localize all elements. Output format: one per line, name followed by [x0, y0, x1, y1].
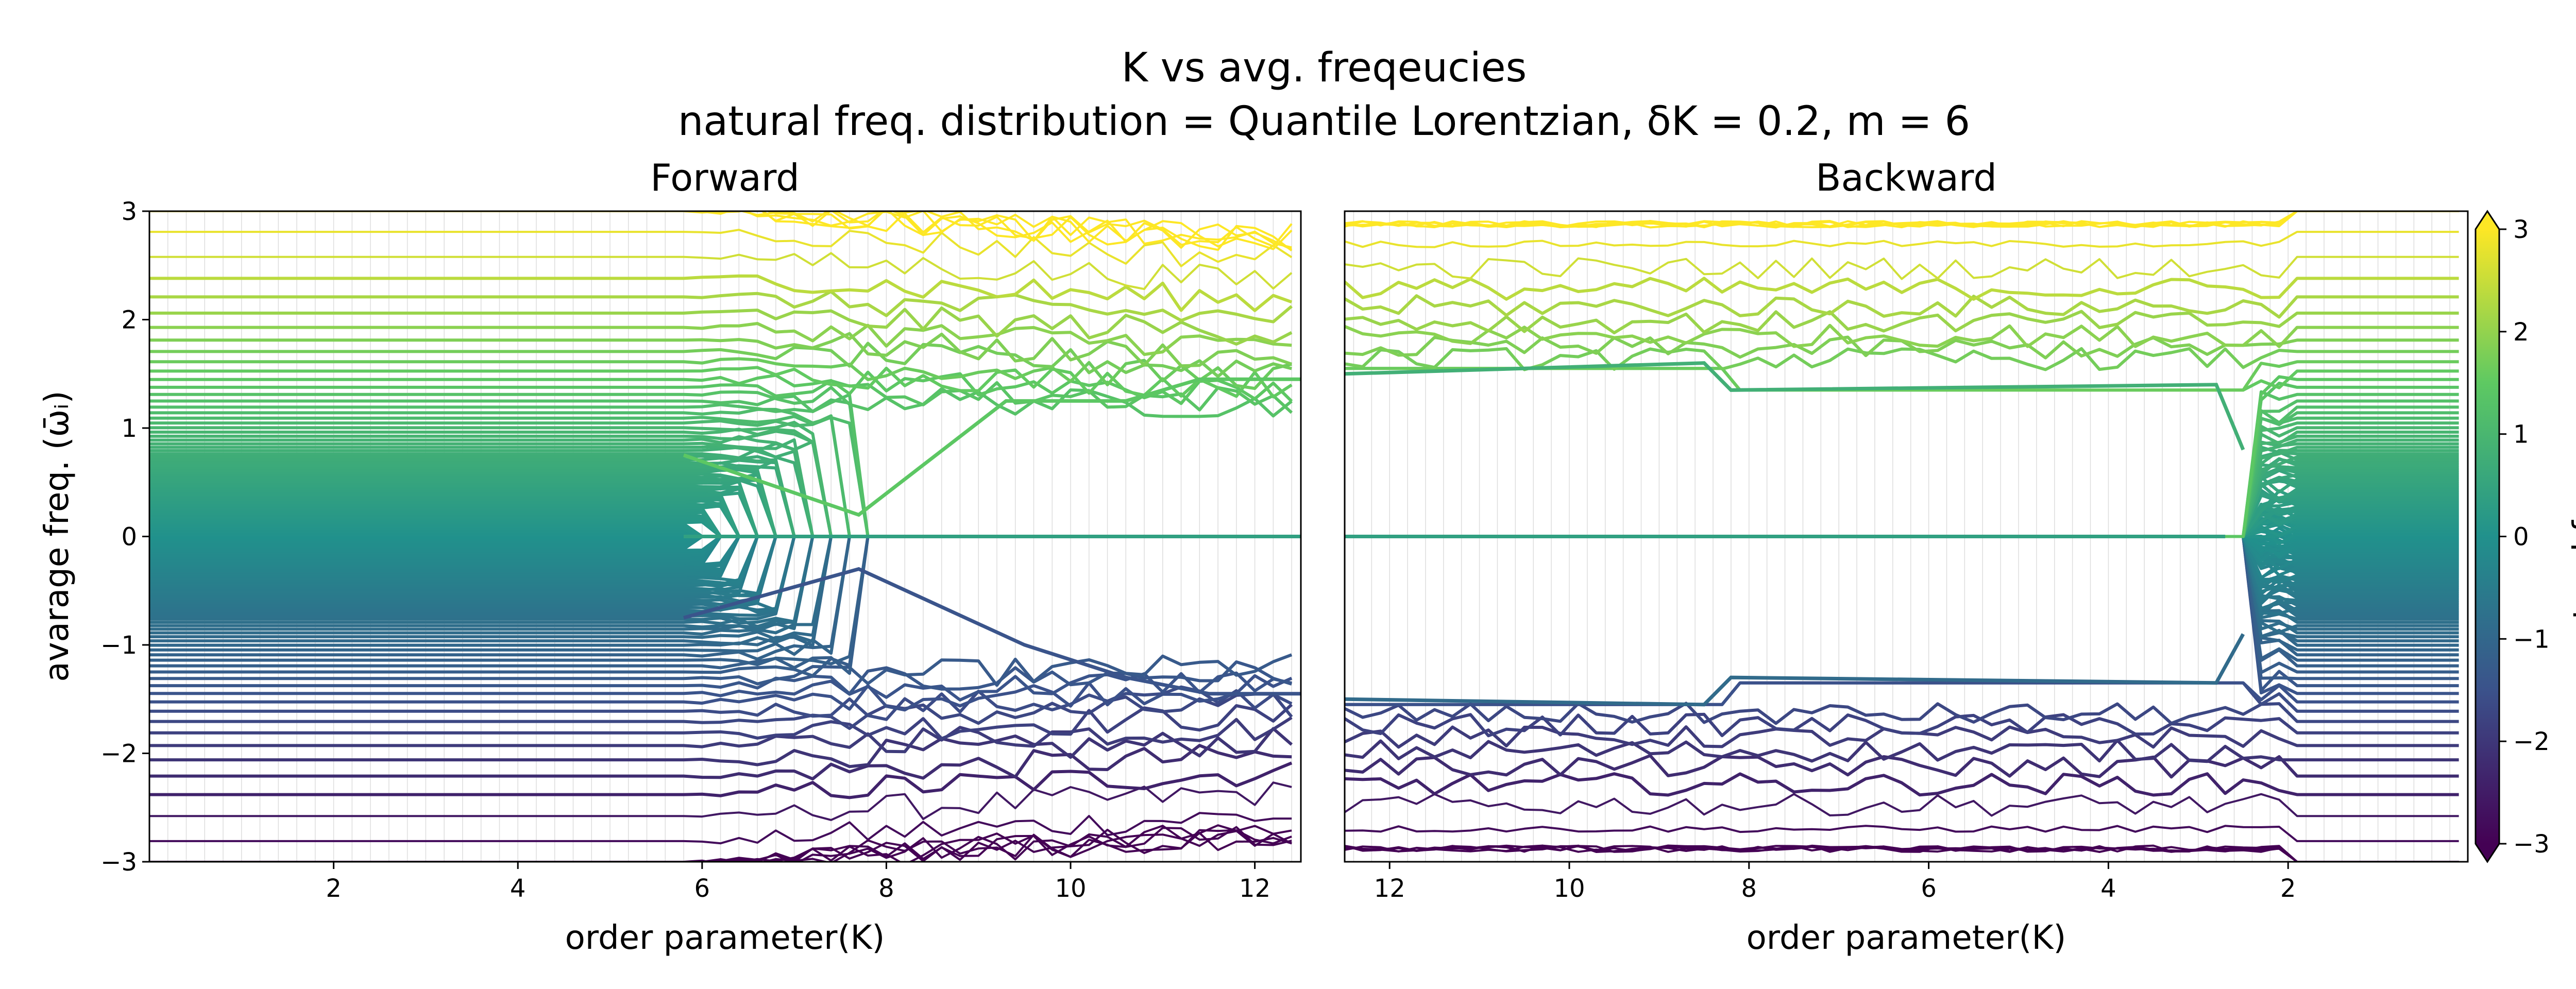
- backward-oscillator-line: [1345, 294, 2459, 319]
- forward-oscillator-line: [149, 703, 1293, 740]
- forward-oscillator-line: [149, 781, 1292, 821]
- backward-oscillator-line: [1345, 712, 2459, 738]
- forward-x-tick-label: 10: [1055, 874, 1086, 903]
- forward-oscillator-line: [149, 386, 1293, 418]
- forward-oscillator-line: [149, 229, 1293, 267]
- forward-oscillator-line: [149, 674, 1293, 712]
- forward-oscillator-line: [149, 653, 1293, 687]
- forward-y-tick-label: −3: [100, 848, 137, 877]
- forward-x-tick-label: 8: [878, 874, 894, 903]
- forward-y-tick-label: 2: [121, 306, 137, 335]
- colorbar-tick-label: 1: [2513, 420, 2529, 449]
- forward-y-tick-label: 1: [121, 414, 137, 443]
- backward-oscillator-line: [1345, 347, 2459, 371]
- forward-oscillator-line: [149, 211, 1292, 251]
- forward-oscillator-line: [149, 692, 1293, 730]
- forward-oscillator-line: [149, 660, 1292, 695]
- backward-plot-area: [1345, 211, 2468, 862]
- colorbar-tick-label: 3: [2513, 215, 2529, 244]
- forward-oscillator-line: [149, 289, 1293, 323]
- forward-y-tick-label: 3: [121, 197, 137, 226]
- backward-x-tick-label: 12: [1374, 874, 1405, 903]
- colorbar-ticks: −3 −2 −1 0 1 2 3: [2499, 215, 2550, 859]
- forward-oscillator-line: [149, 744, 1292, 781]
- backward-oscillator-line: [1345, 277, 2459, 301]
- colorbar-tick-label: 2: [2513, 318, 2529, 347]
- forward-oscillator-line: [149, 274, 1293, 312]
- forward-oscillator-line: [149, 342, 1292, 378]
- forward-oscillator-line: [149, 761, 1293, 799]
- forward-oscillator-line: [149, 332, 1293, 368]
- forward-series: [683, 377, 1301, 696]
- forward-x-ticks: 2 4 6 8 10 12: [326, 862, 1270, 903]
- backward-x-tick-label: 8: [1741, 874, 1757, 903]
- backward-oscillator-line: [1345, 825, 2459, 842]
- colorbar-tick-label: 0: [2513, 523, 2529, 552]
- backward-oscillator-line: [1345, 681, 2459, 706]
- backward-x-tick-label: 2: [2280, 874, 2296, 903]
- backward-x-ticks: 12 10 8 6 4 2: [1374, 862, 2296, 903]
- backward-oscillator-line: [1345, 255, 2459, 280]
- forward-x-axis-label: order parameter(K): [565, 919, 885, 957]
- colorbar-tick-label: −2: [2513, 727, 2550, 756]
- backward-panel-title: Backward: [1816, 156, 1997, 199]
- forward-x-tick-label: 2: [326, 874, 342, 903]
- forward-x-tick-label: 6: [694, 874, 710, 903]
- forward-x-tick-label: 12: [1239, 874, 1270, 903]
- colorbar: −3 −2 −1 0 1 2 3 natural freq. ωᵢ: [2475, 210, 2576, 863]
- forward-oscillator-line: [149, 828, 1292, 862]
- forward-oscillator-line: [149, 727, 1293, 769]
- backward-oscillator-line: [1345, 211, 2459, 229]
- forward-y-ticks: −3 −2 −1 0 1 2 3: [100, 197, 149, 877]
- backward-oscillator-line: [1345, 772, 2459, 797]
- backward-series-upper-group: [1345, 361, 2245, 451]
- forward-y-axis-label: avarage freq. (ω̄ᵢ): [38, 390, 76, 681]
- backward-oscillator-line: [1345, 702, 2459, 725]
- backward-series-lower-group: [1345, 633, 2245, 707]
- colorbar-gradient: [2476, 229, 2499, 844]
- forward-x-tick-label: 4: [510, 874, 526, 903]
- forward-oscillator-line: [149, 306, 1293, 346]
- forward-oscillator-line: [149, 370, 1293, 405]
- forward-oscillator-line: [149, 716, 1293, 754]
- colorbar-extend-min: [2476, 844, 2499, 862]
- backward-x-tick-label: 4: [2100, 874, 2116, 903]
- backward-oscillator-line: [1345, 211, 2459, 229]
- forward-oscillator-line: [149, 366, 1293, 399]
- backward-x-tick-label: 10: [1553, 874, 1585, 903]
- forward-oscillator-line: [149, 322, 1292, 356]
- figure-title: K vs avg. freqeucies: [1122, 45, 1527, 91]
- colorbar-tick-label: −3: [2513, 830, 2550, 859]
- forward-oscillator-line: [149, 829, 1292, 862]
- backward-oscillator-line: [1345, 739, 2459, 763]
- backward-oscillator-line: [1345, 323, 2459, 348]
- backward-series: [1345, 361, 2245, 707]
- backward-panel: Backward 12 10 8 6 4 2 order parameter(K): [1344, 156, 2469, 957]
- forward-oscillator-line: [149, 812, 1292, 845]
- backward-axes-frame: [1344, 210, 2469, 863]
- forward-series-upper-group: [683, 377, 1301, 517]
- forward-oscillator-line: [149, 357, 1292, 390]
- colorbar-label: natural freq. ωᵢ: [2567, 412, 2576, 660]
- backward-x-tick-label: 6: [1921, 874, 1937, 903]
- backward-oscillator-line: [1345, 793, 2459, 817]
- forward-oscillator-line: [149, 211, 1292, 249]
- forward-panel-title: Forward: [650, 156, 800, 199]
- figure-subtitle: natural freq. distribution = Quantile Lo…: [678, 98, 1970, 145]
- backward-oscillator-line: [1345, 844, 2459, 862]
- backward-x-axis-label: order parameter(K): [1747, 919, 2066, 957]
- colorbar-tick-label: −1: [2513, 625, 2550, 654]
- forward-oscillator-line: [149, 252, 1293, 291]
- forward-y-tick-label: −2: [100, 740, 137, 769]
- forward-plot-area: [149, 211, 1301, 862]
- forward-y-tick-label: 0: [121, 523, 137, 552]
- colorbar-extend-max: [2476, 211, 2499, 229]
- backward-oscillator-line: [1345, 231, 2459, 248]
- forward-series-lower-group: [683, 567, 1301, 696]
- forward-y-tick-label: −1: [100, 631, 137, 660]
- backward-oscillator-line: [1345, 310, 2459, 335]
